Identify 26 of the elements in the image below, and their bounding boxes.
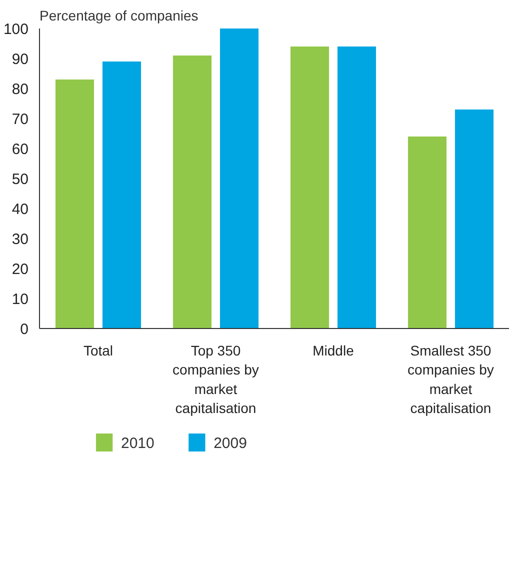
y-tick-label: 80 [12,81,29,98]
y-tick-label: 10 [12,291,29,308]
bar [337,46,376,328]
y-axis-title: Percentage of companies [40,8,198,24]
x-tick-label: Total [83,342,114,358]
y-tick-label: 60 [12,141,29,158]
y-tick-label: 50 [12,171,29,188]
legend-label: 2009 [214,435,247,452]
y-tick-label: 0 [20,321,28,338]
bar [55,80,94,328]
y-tick-label: 90 [12,51,29,68]
y-tick-label: 30 [12,231,29,248]
bar [454,110,494,328]
y-tick-label: 100 [3,21,29,38]
bar [220,28,259,328]
x-tick-label: Smallest 350 companies by market capitalisation [408,342,494,416]
y-tick-label: 40 [12,201,29,218]
bar [102,62,142,328]
bar [408,136,447,328]
y-tick-label: 70 [12,111,29,128]
bar [290,46,330,328]
legend-label: 2010 [120,435,154,452]
x-tick-label: Top 350 companies by market capitalisation [172,342,259,416]
x-tick-label: Middle [312,342,354,358]
y-tick-label: 20 [12,261,29,278]
bar [172,56,212,328]
